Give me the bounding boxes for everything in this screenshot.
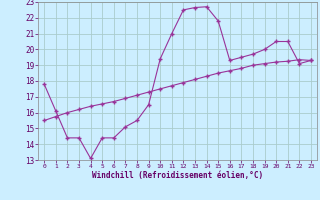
X-axis label: Windchill (Refroidissement éolien,°C): Windchill (Refroidissement éolien,°C) <box>92 171 263 180</box>
